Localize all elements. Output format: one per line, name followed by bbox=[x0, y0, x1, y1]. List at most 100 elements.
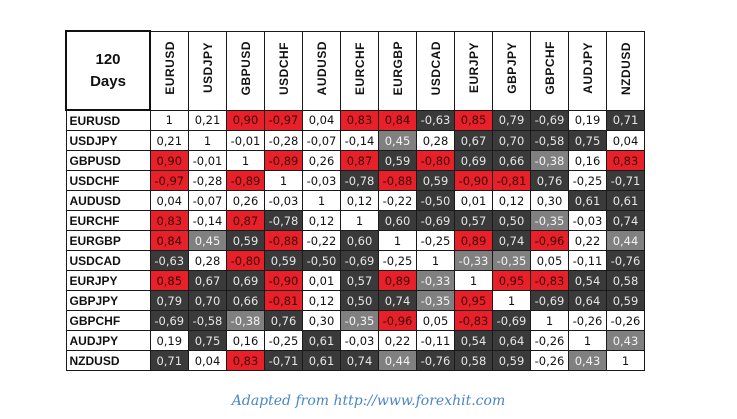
correlation-cell: 0,84 bbox=[378, 109, 417, 131]
correlation-cell: -0,58 bbox=[530, 130, 569, 151]
correlation-cell: 0,95 bbox=[454, 290, 493, 311]
correlation-cell: 0,59 bbox=[492, 350, 531, 371]
correlation-cell: -0,35 bbox=[530, 210, 569, 231]
correlation-cell: 0,12 bbox=[340, 190, 379, 211]
correlation-cell: -0,97 bbox=[264, 109, 303, 131]
correlation-cell: 1 bbox=[416, 250, 455, 271]
correlation-cell: 0,85 bbox=[454, 109, 493, 131]
period-unit: Days bbox=[90, 72, 126, 90]
correlation-table: 120 Days EURUSD USDJPY GBPUSD USDCHF AUDUSD E… bbox=[65, 30, 645, 371]
correlation-cell: 0,74 bbox=[378, 290, 417, 311]
correlation-cell: 0,75 bbox=[188, 330, 227, 351]
correlation-cell: -0,03 bbox=[568, 210, 607, 231]
correlation-cell: -0,71 bbox=[264, 350, 303, 371]
correlation-cell: 0,28 bbox=[416, 130, 455, 151]
column-header-label: USDJPY bbox=[200, 42, 215, 94]
correlation-cell: -0,14 bbox=[188, 210, 227, 231]
correlation-cell: 1 bbox=[492, 290, 531, 311]
row-header-gbpchf: GBPCHF bbox=[65, 310, 151, 331]
correlation-cell: -0,78 bbox=[264, 210, 303, 231]
matrix-body: EURUSD 1 0,21 0,90 -0,97 0,04 0,83 0,84 -0,63 0,8… bbox=[65, 109, 645, 371]
correlation-cell: 0,59 bbox=[606, 290, 645, 311]
column-header-label: EURJPY bbox=[466, 42, 481, 94]
correlation-cell: 0,79 bbox=[149, 290, 189, 311]
correlation-cell: 0,76 bbox=[530, 170, 569, 191]
correlation-cell: 0,05 bbox=[416, 310, 455, 331]
column-header-label: EURCHF bbox=[352, 41, 367, 95]
correlation-cell: 0,74 bbox=[340, 350, 379, 371]
correlation-cell: 0,89 bbox=[378, 270, 417, 291]
table-row: GBPCHF -0,69 -0,58 -0,38 0,76 0,30 -0,35 -0,96 0… bbox=[65, 310, 645, 331]
correlation-cell: 0,19 bbox=[568, 109, 607, 131]
correlation-cell: 0,67 bbox=[454, 130, 493, 151]
correlation-cell: -0,01 bbox=[188, 150, 227, 171]
correlation-cell: 0,84 bbox=[149, 230, 189, 251]
correlation-cell: -0,26 bbox=[530, 350, 569, 371]
correlation-cell: 0,16 bbox=[226, 330, 265, 351]
table-row: USDCHF -0,97 -0,28 -0,89 1 -0,03 -0,78 -0,88 0,5… bbox=[65, 170, 645, 191]
table-row: GBPJPY 0,79 0,70 0,66 -0,81 0,12 0,50 0,74 -0,35… bbox=[65, 290, 645, 311]
correlation-cell: 0,64 bbox=[568, 290, 607, 311]
correlation-cell: -0,88 bbox=[264, 230, 303, 251]
correlation-cell: 0,12 bbox=[492, 190, 531, 211]
correlation-cell: 0,01 bbox=[454, 190, 493, 211]
row-header-usdcad: USDCAD bbox=[65, 250, 151, 271]
correlation-cell: -0,83 bbox=[454, 310, 493, 331]
correlation-cell: -0,80 bbox=[416, 150, 455, 171]
table-row: AUDJPY 0,19 0,75 0,16 -0,25 0,61 -0,03 0,22 -0,1… bbox=[65, 330, 645, 351]
correlation-cell: 0,04 bbox=[302, 109, 341, 131]
correlation-cell: 1 bbox=[149, 109, 189, 131]
correlation-cell: -0,69 bbox=[149, 310, 189, 331]
correlation-cell: 0,64 bbox=[492, 330, 531, 351]
correlation-cell: -0,71 bbox=[606, 170, 645, 191]
correlation-cell: -0,96 bbox=[378, 310, 417, 331]
correlation-cell: 0,61 bbox=[606, 190, 645, 211]
correlation-cell: -0,97 bbox=[149, 170, 189, 191]
correlation-cell: -0,90 bbox=[264, 270, 303, 291]
column-header-eurjpy: EURJPY bbox=[454, 30, 493, 111]
correlation-cell: 1 bbox=[226, 150, 265, 171]
correlation-cell: 0,50 bbox=[492, 210, 531, 231]
correlation-cell: 0,58 bbox=[454, 350, 493, 371]
correlation-cell: 0,74 bbox=[492, 230, 531, 251]
correlation-cell: 0,54 bbox=[454, 330, 493, 351]
correlation-cell: 0,22 bbox=[378, 330, 417, 351]
correlation-cell: -0,28 bbox=[188, 170, 227, 191]
correlation-cell: -0,26 bbox=[568, 310, 607, 331]
correlation-cell: 0,54 bbox=[568, 270, 607, 291]
column-header-usdchf: USDCHF bbox=[264, 30, 303, 111]
column-header-label: EURGBP bbox=[390, 40, 405, 96]
correlation-cell: 0,60 bbox=[378, 210, 417, 231]
correlation-cell: 0,30 bbox=[302, 310, 341, 331]
correlation-cell: -0,03 bbox=[340, 330, 379, 351]
correlation-cell: 0,58 bbox=[606, 270, 645, 291]
correlation-cell: 0,85 bbox=[149, 270, 189, 291]
correlation-cell: -0,88 bbox=[378, 170, 417, 191]
correlation-cell: -0,50 bbox=[302, 250, 341, 271]
correlation-matrix: 120 Days EURUSD USDJPY GBPUSD USDCHF AUDUSD E… bbox=[65, 30, 645, 371]
correlation-cell: 0,74 bbox=[606, 210, 645, 231]
correlation-cell: 0,57 bbox=[454, 210, 493, 231]
column-header-label: AUDUSD bbox=[314, 40, 329, 96]
correlation-cell: 0,21 bbox=[188, 109, 227, 131]
column-header-gbpjpy: GBPJPY bbox=[492, 30, 531, 111]
table-row: EURJPY 0,85 0,67 0,69 -0,90 0,01 0,57 0,89 -0,33… bbox=[65, 270, 645, 291]
correlation-cell: -0,63 bbox=[149, 250, 189, 271]
correlation-cell: 0,76 bbox=[264, 310, 303, 331]
correlation-cell: 0,59 bbox=[264, 250, 303, 271]
correlation-cell: -0,69 bbox=[416, 210, 455, 231]
correlation-cell: 0,90 bbox=[226, 109, 265, 131]
correlation-cell: 0,69 bbox=[454, 150, 493, 171]
correlation-cell: -0,25 bbox=[416, 230, 455, 251]
correlation-cell: 0,60 bbox=[340, 230, 379, 251]
correlation-cell: -0,38 bbox=[226, 310, 265, 331]
row-header-eurjpy: EURJPY bbox=[65, 270, 151, 291]
correlation-cell: -0,76 bbox=[416, 350, 455, 371]
correlation-cell: 0,44 bbox=[378, 350, 417, 371]
correlation-cell: -0,25 bbox=[568, 170, 607, 191]
correlation-cell: 0,59 bbox=[226, 230, 265, 251]
table-row: NZDUSD 0,71 0,04 0,83 -0,71 0,61 0,74 0,44 -0,76… bbox=[65, 350, 645, 371]
correlation-cell: -0,69 bbox=[530, 109, 569, 131]
period-label: 120 Days bbox=[65, 30, 151, 111]
header-row: 120 Days EURUSD USDJPY GBPUSD USDCHF AUDUSD E… bbox=[65, 30, 645, 111]
